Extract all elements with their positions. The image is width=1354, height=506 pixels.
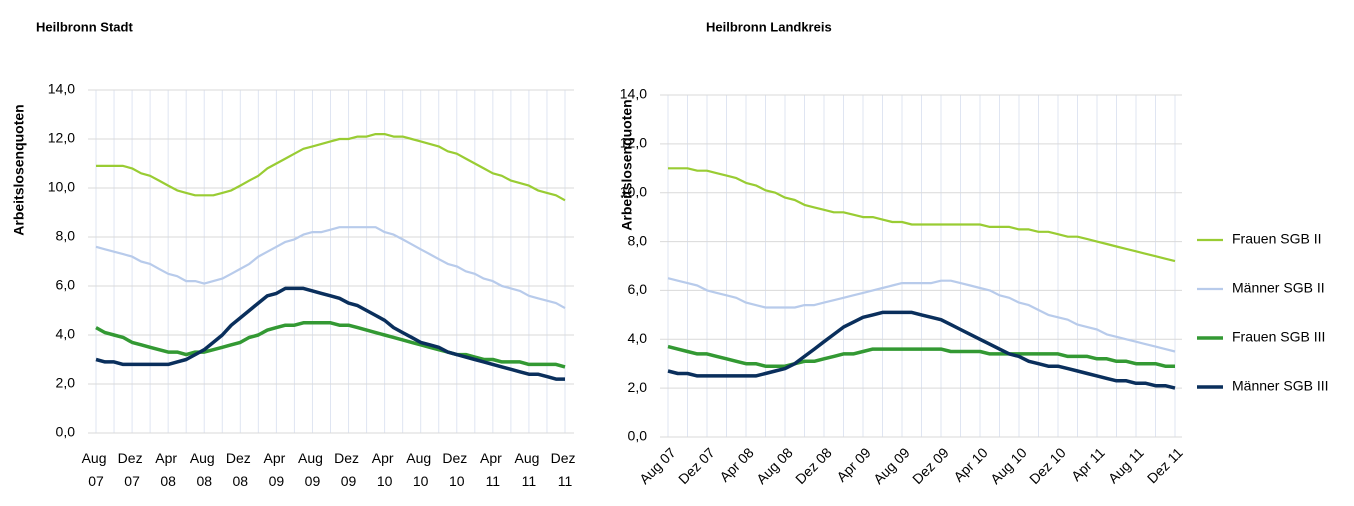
data-line	[96, 133, 566, 202]
y-tick-label: 2,0	[628, 379, 648, 395]
y-tick-label: 10,0	[620, 183, 647, 199]
data-line	[667, 310, 1176, 390]
x-tick-label: Dez 11	[1144, 444, 1186, 486]
y-tick-label: 14,0	[48, 81, 75, 97]
y-tick-label: 6,0	[56, 277, 76, 293]
data-line	[95, 286, 565, 381]
data-line	[95, 226, 566, 310]
y-tick-label: 0,0	[56, 424, 76, 440]
x-tick-label: Aug 08	[753, 444, 796, 487]
x-tick-label: Apr 09	[264, 450, 290, 489]
x-tick-label: Aug 10	[987, 444, 1030, 487]
x-tick-label: Apr 08	[155, 450, 181, 489]
x-tick-label: Dez 07	[675, 444, 718, 487]
x-tick-label: Apr 11	[1068, 444, 1108, 484]
x-tick-label: Aug 08	[190, 450, 219, 489]
y-tick-label: 4,0	[628, 330, 648, 346]
x-tick-label: Dez 07	[118, 450, 147, 489]
legend-label: Männer SGB III	[1232, 378, 1328, 394]
legend-label: Frauen SGB II	[1232, 231, 1321, 247]
y-axis-label: Arbeitslosenquoten	[11, 104, 27, 235]
x-tick-label: Dez 09	[334, 450, 363, 489]
x-tick-label: Dez 11	[551, 450, 580, 489]
x-tick-label: Apr 08	[716, 444, 757, 485]
x-tick-label: Apr 09	[833, 444, 874, 485]
chart-title: Heilbronn Stadt	[36, 19, 133, 34]
data-line	[668, 167, 1176, 263]
x-tick-label: Dez 08	[226, 450, 255, 489]
y-tick-label: 12,0	[620, 135, 647, 151]
chart-title: Heilbronn Landkreis	[706, 19, 832, 34]
legend-label: Männer SGB II	[1232, 280, 1325, 296]
y-tick-label: 6,0	[628, 281, 648, 297]
x-tick-label: Aug 07	[82, 450, 111, 489]
x-tick-label: Dez 08	[792, 444, 835, 487]
x-tick-label: Dez 10	[1026, 444, 1069, 487]
x-tick-label: Aug 09	[870, 444, 913, 487]
x-tick-label: Apr 10	[372, 450, 398, 489]
x-tick-label: Aug 11	[515, 450, 544, 489]
x-tick-label: Dez 09	[909, 444, 952, 487]
data-line	[95, 321, 566, 369]
y-axis-label: Arbeitslosenquoten	[619, 99, 635, 230]
data-line	[667, 277, 1176, 353]
legend-label: Frauen SGB III	[1232, 329, 1325, 345]
data-line	[667, 344, 1175, 368]
y-tick-label: 0,0	[628, 428, 648, 444]
x-tick-label: Aug 10	[406, 450, 435, 489]
x-tick-label: Aug 07	[636, 444, 679, 487]
x-tick-label: Apr 10	[950, 444, 991, 485]
y-tick-label: 10,0	[48, 179, 75, 195]
y-tick-label: 14,0	[620, 86, 647, 102]
x-tick-label: Apr 11	[480, 450, 506, 489]
y-tick-label: 2,0	[56, 375, 76, 391]
x-tick-label: Dez 10	[442, 450, 471, 489]
x-tick-label: Aug 09	[298, 450, 327, 489]
y-tick-label: 8,0	[628, 232, 648, 248]
y-tick-label: 12,0	[48, 130, 75, 146]
y-tick-label: 4,0	[56, 326, 76, 342]
x-tick-label: Aug 11	[1105, 444, 1147, 486]
y-tick-label: 8,0	[56, 228, 76, 244]
